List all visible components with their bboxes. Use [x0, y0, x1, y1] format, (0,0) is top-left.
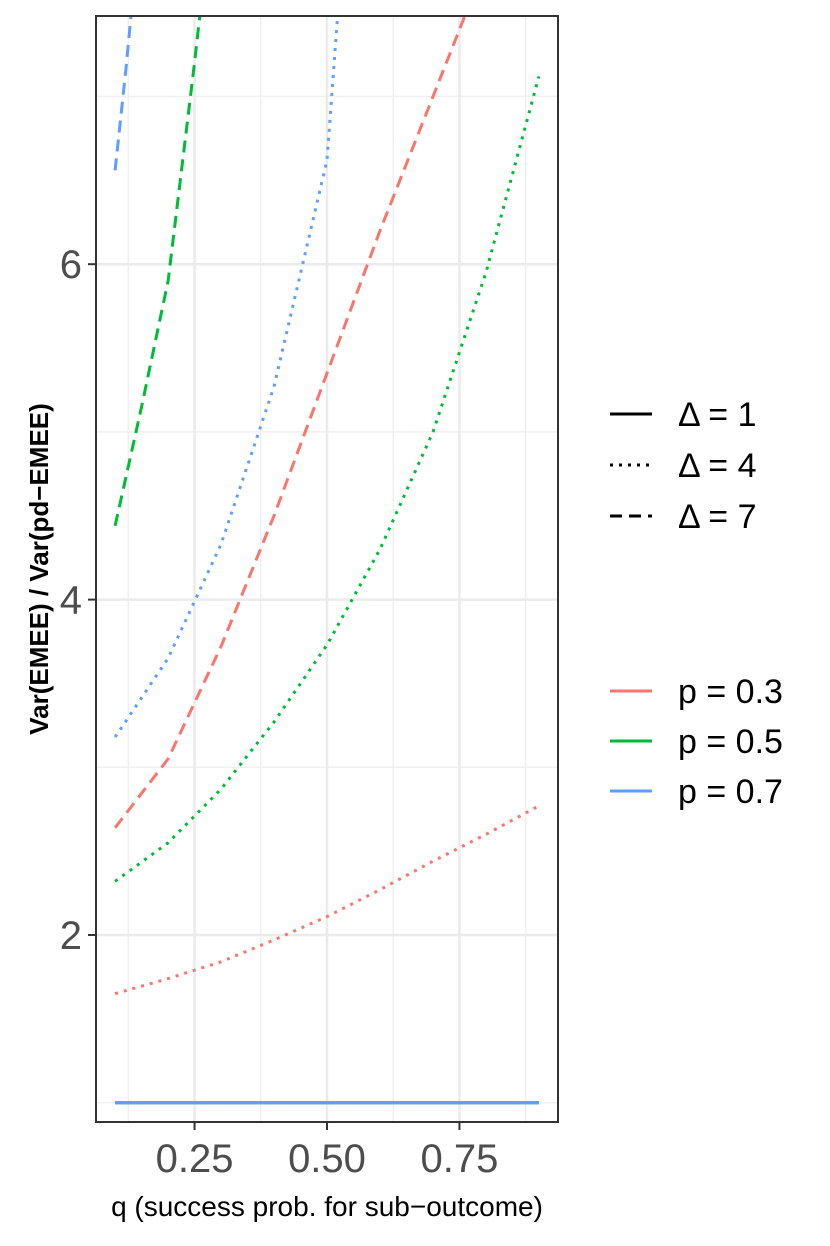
legend-label-linetype: Δ = 4: [678, 447, 757, 485]
series-line-p0.7-delta7: [113, 16, 133, 171]
legend-label-linetype: Δ = 7: [678, 498, 757, 536]
y-axis-title: Var(EMEE) / Var(pd−EMEE): [24, 403, 54, 735]
legend-label-color: p = 0.5: [678, 723, 783, 761]
series-line-p0.5-delta4: [114, 76, 541, 883]
legend-color: p = 0.3 p = 0.5 p = 0.7: [610, 673, 783, 811]
series-lines: [113, 16, 541, 1105]
x-axis-title: q (success prob. for sub−outcome): [111, 1191, 543, 1222]
y-tick-label: 6: [60, 243, 82, 287]
grid: [96, 16, 558, 1122]
legend-linetype: Δ = 1 Δ = 4 Δ = 7: [610, 396, 757, 536]
y-tick-label: 2: [60, 914, 82, 958]
series-line-p0.5-delta7: [113, 16, 202, 527]
legend-label-linetype: Δ = 1: [678, 396, 757, 434]
legend-label-color: p = 0.3: [678, 673, 783, 711]
x-tick-label: 0.25: [156, 1137, 234, 1181]
legend-label-color: p = 0.7: [678, 773, 783, 811]
y-tick-label: 4: [60, 579, 82, 623]
axes: 0.25 0.50 0.75 2 4 6: [60, 243, 499, 1181]
series-line-p0.3-delta4: [114, 804, 540, 996]
x-tick-label: 0.50: [288, 1137, 366, 1181]
x-tick-label: 0.75: [421, 1137, 499, 1181]
series-line-p0.3-delta7: [113, 16, 467, 829]
